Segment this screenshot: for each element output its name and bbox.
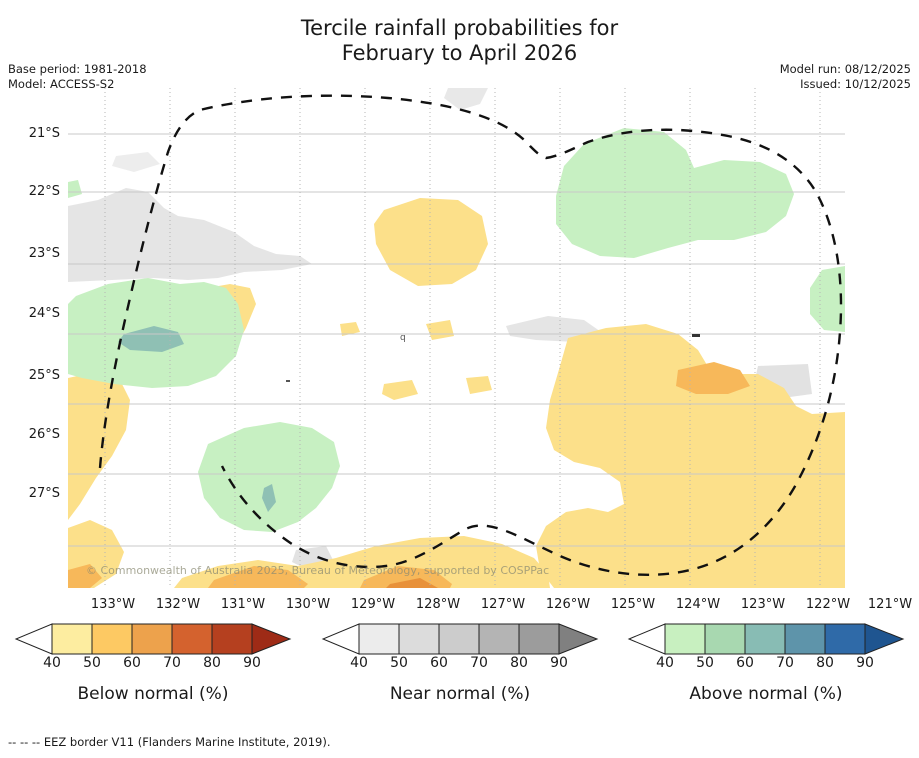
- colorbar-near-normal[interactable]: 40 50 60 70 80 90 Near normal (%): [315, 622, 605, 712]
- map-artifacts: q: [286, 333, 700, 382]
- model-text: Model: ACCESS-S2: [8, 77, 115, 91]
- colorbar-below-normal[interactable]: 40 50 60 70 80 90 Below normal (%): [8, 622, 298, 712]
- lat-tick-25s: 25°S: [28, 368, 60, 383]
- cb1-tick-60: 60: [123, 655, 141, 671]
- lon-tick-122w: 122°W: [805, 597, 851, 612]
- cb2-tick-90: 90: [550, 655, 568, 671]
- base-period-text: Base period: 1981-2018: [8, 62, 147, 76]
- lat-tick-26s: 26°S: [28, 427, 60, 442]
- colorbar-below-normal-swatches[interactable]: [8, 622, 298, 656]
- lon-tick-126w: 126°W: [545, 597, 591, 612]
- cb2-tick-40: 40: [350, 655, 368, 671]
- lon-tick-124w: 124°W: [675, 597, 721, 612]
- lon-tick-130w: 130°W: [285, 597, 331, 612]
- cb3-tick-40: 40: [656, 655, 674, 671]
- colorbar-near-normal-label: Near normal (%): [389, 684, 531, 704]
- lon-tick-133w: 133°W: [90, 597, 136, 612]
- map-svg: q: [68, 88, 845, 588]
- cb3-tick-70: 70: [776, 655, 794, 671]
- svg-text:q: q: [400, 333, 406, 343]
- contour-layer: [68, 88, 845, 588]
- cb1-tick-80: 80: [203, 655, 221, 671]
- cb1-tick-90: 90: [243, 655, 261, 671]
- colorbar-near-normal-swatches[interactable]: [315, 622, 605, 656]
- cb3-tick-50: 50: [696, 655, 714, 671]
- lon-tick-131w: 131°W: [220, 597, 266, 612]
- eez-border-line: [98, 94, 843, 577]
- colorbar-below-normal-label: Below normal (%): [77, 684, 229, 704]
- colorbar-above-normal-ticks: 40 50 60 70 80 90: [621, 655, 911, 673]
- lat-tick-27s: 27°S: [28, 486, 60, 501]
- lon-tick-125w: 125°W: [610, 597, 656, 612]
- lon-tick-127w: 127°W: [480, 597, 526, 612]
- metadata-left: Base period: 1981-2018 Model: ACCESS-S2: [8, 62, 147, 92]
- map-gridlines: [68, 88, 845, 588]
- cb1-tick-70: 70: [163, 655, 181, 671]
- cb3-tick-90: 90: [856, 655, 874, 671]
- cb1-tick-50: 50: [83, 655, 101, 671]
- cb1-tick-40: 40: [43, 655, 61, 671]
- page-title: Tercile rainfall probabilities for Febru…: [300, 16, 619, 65]
- cb2-tick-80: 80: [510, 655, 528, 671]
- colorbar-above-normal[interactable]: 40 50 60 70 80 90 Above normal (%): [621, 622, 911, 712]
- above-normal-regions: [68, 128, 845, 532]
- cb3-tick-80: 80: [816, 655, 834, 671]
- cb2-tick-50: 50: [390, 655, 408, 671]
- lon-tick-132w: 132°W: [155, 597, 201, 612]
- model-run-text: Model run: 08/12/2025: [779, 62, 911, 76]
- cb2-tick-60: 60: [430, 655, 448, 671]
- lon-tick-129w: 129°W: [350, 597, 396, 612]
- metadata-right: Model run: 08/12/2025 Issued: 10/12/2025: [780, 62, 911, 92]
- cb3-tick-60: 60: [736, 655, 754, 671]
- colorbar-above-normal-label: Above normal (%): [689, 684, 843, 704]
- lon-tick-121w: 121°W: [867, 597, 913, 612]
- lat-tick-24s: 24°S: [28, 306, 60, 321]
- lon-tick-123w: 123°W: [740, 597, 786, 612]
- issued-text: Issued: 10/12/2025: [800, 77, 911, 91]
- cb2-tick-70: 70: [470, 655, 488, 671]
- colorbar-near-normal-ticks: 40 50 60 70 80 90: [315, 655, 605, 673]
- lat-tick-23s: 23°S: [28, 246, 60, 261]
- lat-tick-22s: 22°S: [28, 184, 60, 199]
- lon-tick-128w: 128°W: [415, 597, 461, 612]
- map-plot-area[interactable]: q © Commonwealth of Australia 2025, Bure…: [68, 88, 845, 588]
- eez-border-legend: -- -- -- EEZ border V11 (Flanders Marine…: [8, 735, 331, 749]
- colorbar-above-normal-swatches[interactable]: [621, 622, 911, 656]
- colorbar-below-normal-ticks: 40 50 60 70 80 90: [8, 655, 298, 673]
- lat-tick-21s: 21°S: [28, 126, 60, 141]
